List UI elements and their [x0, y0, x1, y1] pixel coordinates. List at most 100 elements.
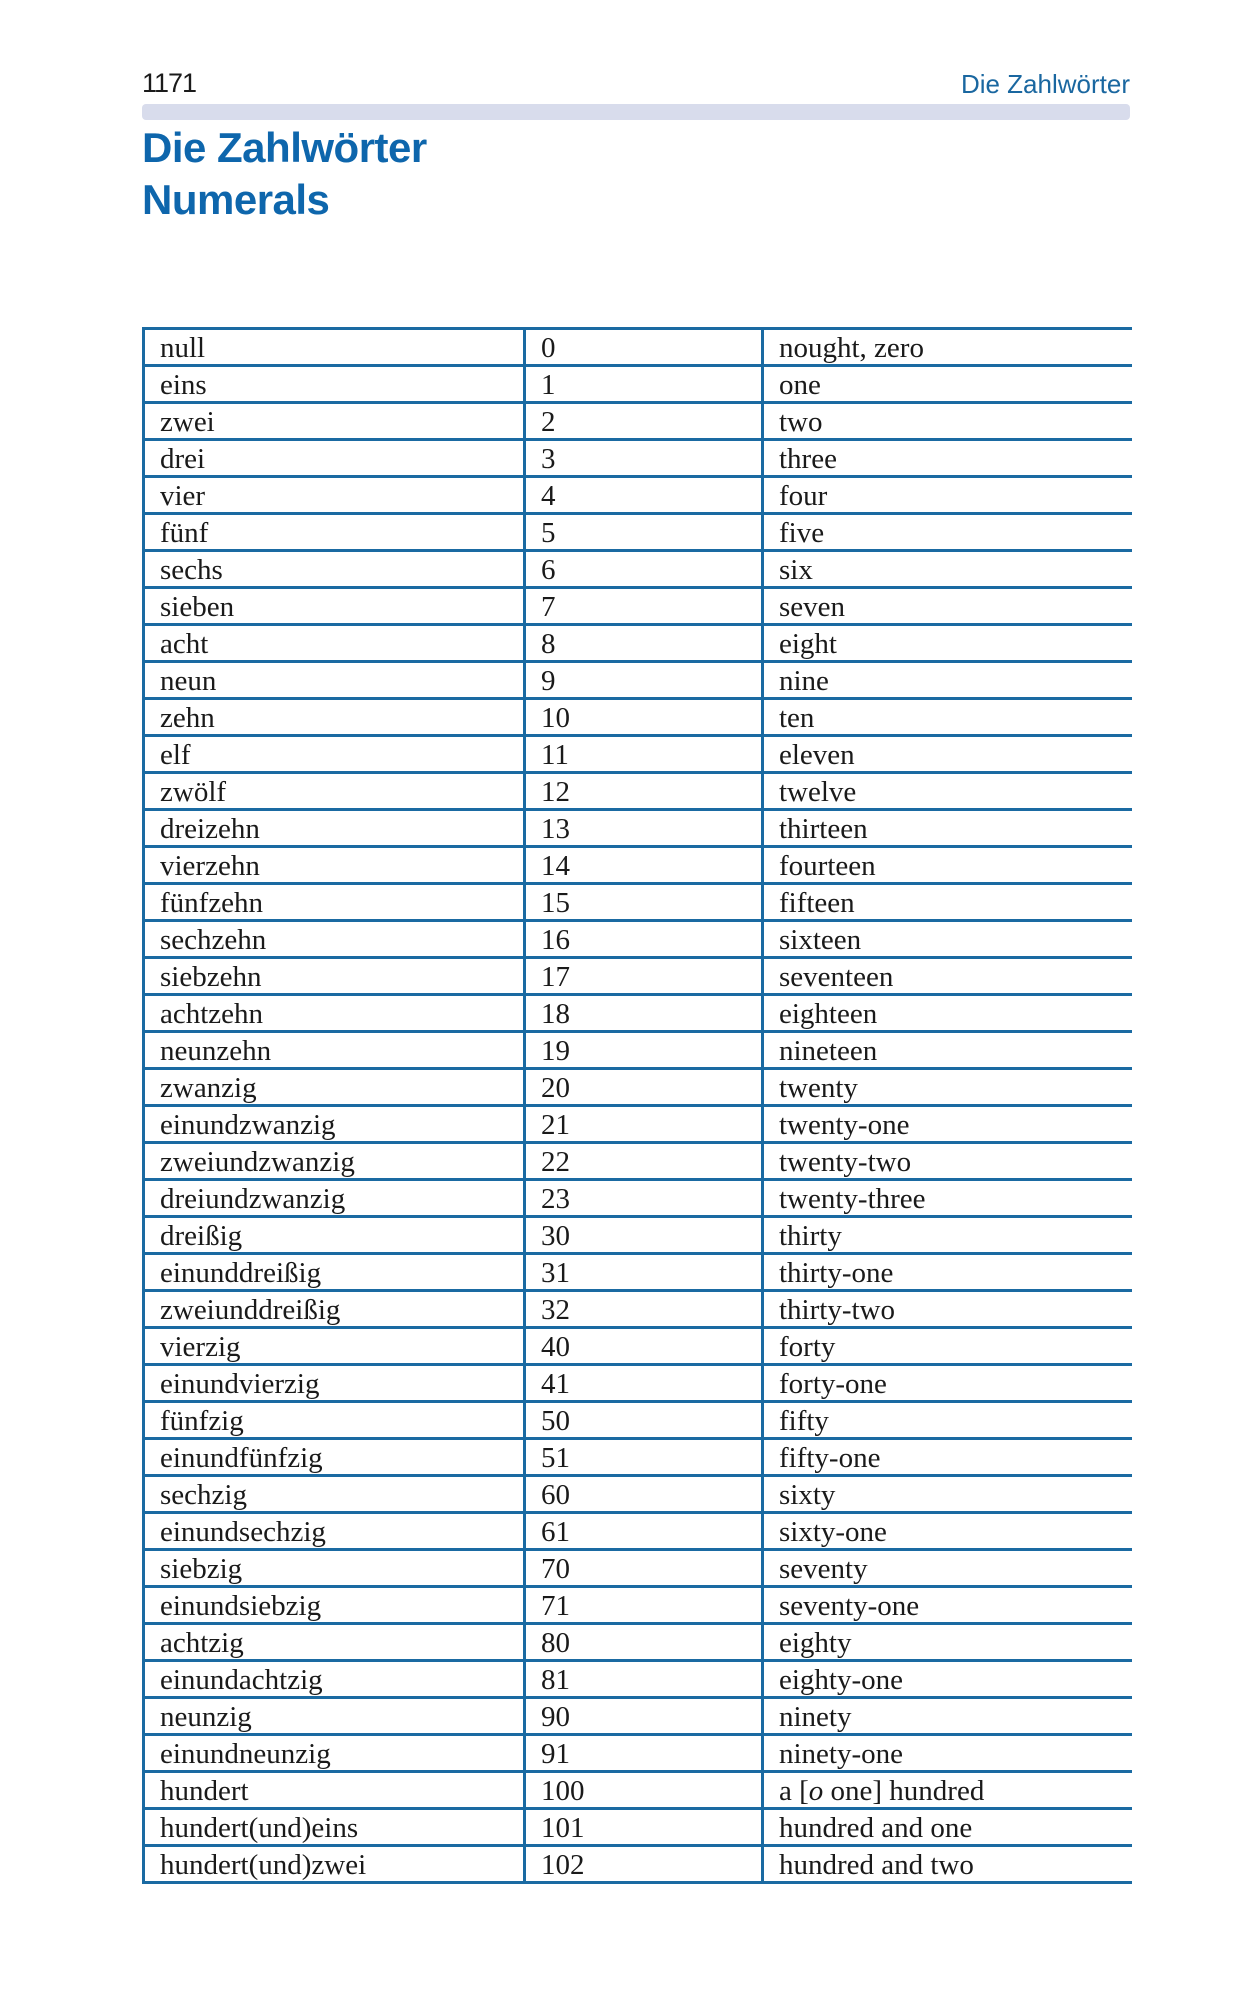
- cell-numeral: 30: [523, 1218, 761, 1252]
- cell-german-word: sechs: [160, 554, 223, 586]
- cell-german-word: fünf: [160, 517, 209, 549]
- table-row: zehn 10 ten: [145, 697, 1132, 734]
- cell-german-word: dreiundzwanzig: [160, 1183, 346, 1215]
- table-row: fünfzehn 15 fifteen: [145, 882, 1132, 919]
- cell-english-word: five: [761, 515, 1132, 549]
- cell-numeral: 61: [523, 1514, 761, 1548]
- table-row: einundachtzig 81 eighty-one: [145, 1659, 1132, 1696]
- cell-english-word: seven: [761, 589, 1132, 623]
- table-row: einundzwanzig 21 twenty-one: [145, 1104, 1132, 1141]
- cell-german-word: einundzwanzig: [160, 1109, 336, 1141]
- page-title: Die Zahlwörter Numerals: [142, 122, 427, 226]
- cell-german-word: einundneunzig: [160, 1738, 331, 1770]
- table-row: siebzehn 17 seventeen: [145, 956, 1132, 993]
- table-row: null 0 nought, zero: [145, 327, 1132, 364]
- cell-numeral: 21: [523, 1107, 761, 1141]
- cell-english-word: eighty: [761, 1625, 1132, 1659]
- cell-numeral: 23: [523, 1181, 761, 1215]
- cell-english-word: three: [761, 441, 1132, 475]
- cell-english-word: sixty-one: [761, 1514, 1132, 1548]
- table-row: dreizehn 13 thirteen: [145, 808, 1132, 845]
- cell-german-word: zweiundzwanzig: [160, 1146, 355, 1178]
- cell-german-word: hundert: [160, 1775, 249, 1807]
- cell-numeral: 102: [523, 1847, 761, 1881]
- cell-english-word: fifty-one: [761, 1440, 1132, 1474]
- cell-german-word: drei: [160, 443, 206, 475]
- cell-german-word: dreizehn: [160, 813, 260, 845]
- table-row: sieben 7 seven: [145, 586, 1132, 623]
- cell-german-word: sechzig: [160, 1479, 247, 1511]
- table-row: drei 3 three: [145, 438, 1132, 475]
- cell-german-word: acht: [160, 628, 209, 660]
- cell-english-word: eight: [761, 626, 1132, 660]
- table-row: einundsechzig 61 sixty-one: [145, 1511, 1132, 1548]
- table-row: zweiunddreißig 32 thirty-two: [145, 1289, 1132, 1326]
- cell-english-word: fourteen: [761, 848, 1132, 882]
- cell-german-word: siebzehn: [160, 961, 262, 993]
- cell-numeral: 20: [523, 1070, 761, 1104]
- cell-numeral: 2: [523, 404, 761, 438]
- cell-german-word: neunzig: [160, 1701, 252, 1733]
- cell-english-word: ninety-one: [761, 1736, 1132, 1770]
- cell-numeral: 10: [523, 700, 761, 734]
- cell-numeral: 32: [523, 1292, 761, 1326]
- cell-german-word: zwölf: [160, 776, 227, 808]
- table-row: sechzig 60 sixty: [145, 1474, 1132, 1511]
- cell-german-word: null: [160, 332, 206, 364]
- cell-english-word: thirty-two: [761, 1292, 1132, 1326]
- cell-numeral: 22: [523, 1144, 761, 1178]
- cell-german-word: zwei: [160, 406, 215, 438]
- cell-numeral: 50: [523, 1403, 761, 1437]
- cell-german-word: siebzig: [160, 1553, 243, 1585]
- cell-german-word: hundert(und)eins: [160, 1812, 359, 1844]
- cell-german-word: einundfünfzig: [160, 1442, 323, 1474]
- cell-english-word: sixteen: [761, 922, 1132, 956]
- cell-english-word: ten: [761, 700, 1132, 734]
- cell-english-word: seventeen: [761, 959, 1132, 993]
- cell-numeral: 14: [523, 848, 761, 882]
- cell-english-word: a [o one] hundred: [761, 1773, 1132, 1807]
- table-row: hundert(und)eins 101 hundred and one: [145, 1807, 1132, 1844]
- table-row: siebzig 70 seventy: [145, 1548, 1132, 1585]
- cell-english-word: twenty-one: [761, 1107, 1132, 1141]
- table-row: einundvierzig 41 forty-one: [145, 1363, 1132, 1400]
- cell-numeral: 90: [523, 1699, 761, 1733]
- cell-numeral: 13: [523, 811, 761, 845]
- cell-english-word: thirteen: [761, 811, 1132, 845]
- page-title-german: Die Zahlwörter: [142, 124, 427, 171]
- cell-numeral: 12: [523, 774, 761, 808]
- cell-english-word: twenty-three: [761, 1181, 1132, 1215]
- table-row: dreißig 30 thirty: [145, 1215, 1132, 1252]
- cell-german-word: vierzehn: [160, 850, 260, 882]
- cell-numeral: 19: [523, 1033, 761, 1067]
- cell-numeral: 80: [523, 1625, 761, 1659]
- cell-numeral: 60: [523, 1477, 761, 1511]
- cell-numeral: 16: [523, 922, 761, 956]
- table-row: sechs 6 six: [145, 549, 1132, 586]
- cell-english-word: one: [761, 367, 1132, 401]
- table-row: achtzig 80 eighty: [145, 1622, 1132, 1659]
- cell-english-word: thirty-one: [761, 1255, 1132, 1289]
- table-row: einunddreißig 31 thirty-one: [145, 1252, 1132, 1289]
- table-row: dreiundzwanzig 23 twenty-three: [145, 1178, 1132, 1215]
- cell-english-word: nine: [761, 663, 1132, 697]
- cell-english-word: twenty-two: [761, 1144, 1132, 1178]
- cell-numeral: 71: [523, 1588, 761, 1622]
- cell-english-word: hundred and two: [761, 1847, 1132, 1881]
- table-row: hundert(und)zwei 102 hundred and two: [145, 1844, 1132, 1881]
- table-row: zwei 2 two: [145, 401, 1132, 438]
- cell-english-word: nineteen: [761, 1033, 1132, 1067]
- table-row: einundneunzig 91 ninety-one: [145, 1733, 1132, 1770]
- cell-numeral: 40: [523, 1329, 761, 1363]
- cell-german-word: zehn: [160, 702, 215, 734]
- cell-english-word: twenty: [761, 1070, 1132, 1104]
- cell-numeral: 15: [523, 885, 761, 919]
- cell-numeral: 11: [523, 737, 761, 771]
- cell-english-word: twelve: [761, 774, 1132, 808]
- cell-english-word: hundred and one: [761, 1810, 1132, 1844]
- cell-german-word: hundert(und)zwei: [160, 1849, 367, 1881]
- cell-english-word: sixty: [761, 1477, 1132, 1511]
- cell-german-word: elf: [160, 739, 191, 771]
- cell-numeral: 41: [523, 1366, 761, 1400]
- cell-numeral: 8: [523, 626, 761, 660]
